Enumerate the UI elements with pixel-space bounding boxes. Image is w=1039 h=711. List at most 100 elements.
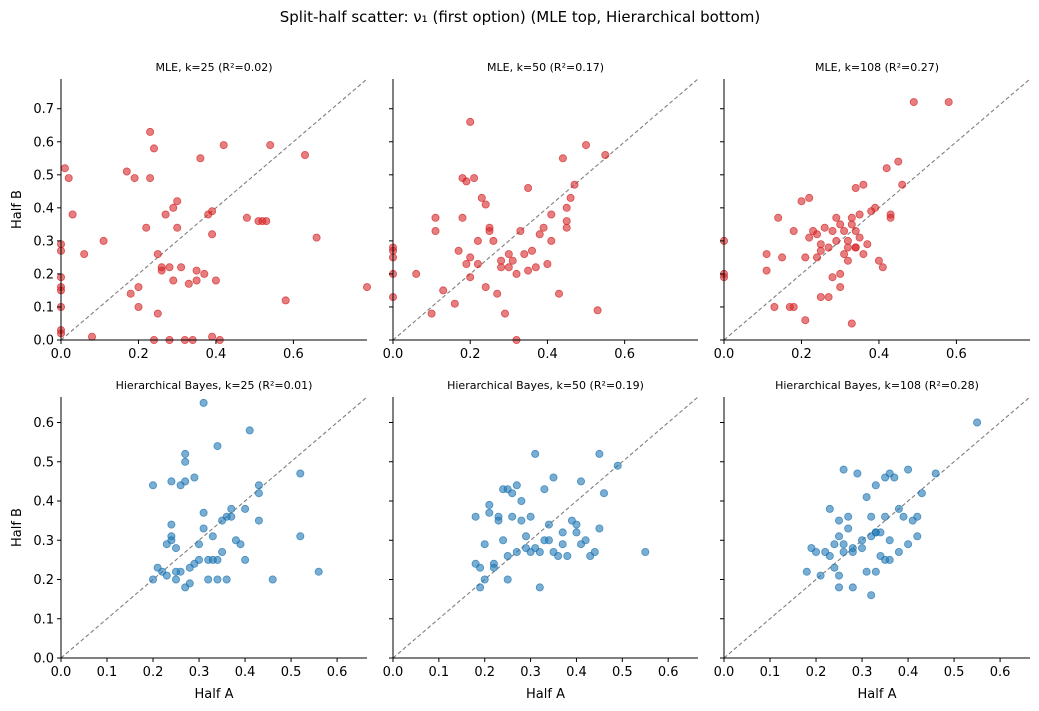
- panel-3-point: [847, 220, 856, 229]
- panel-6-point: [835, 516, 844, 525]
- panel-3-point: [874, 256, 883, 265]
- panel-5-point: [476, 583, 485, 592]
- panel-1-point: [126, 289, 135, 298]
- panel-6: 0.0 0.1 0.2 0.3 0.4 0.5 0.6 Hierarchical Bayes,…: [714, 379, 1031, 702]
- panel-3: 0.0 0.2 0.4 0.6 MLE, k=108 (R²=0.27): [714, 61, 1031, 362]
- panel-5-x-tick-label: 0.0: [383, 665, 404, 680]
- panel-4-point: [241, 504, 250, 513]
- panel-2-point: [473, 259, 482, 268]
- panel-2-x-tick-label: 0.0: [383, 347, 404, 362]
- panel-5-point: [572, 520, 581, 529]
- panel-5-point: [485, 508, 494, 517]
- panel-4-x-tick-label: 0.5: [281, 665, 302, 680]
- panel-3-point: [847, 213, 856, 222]
- panel-4-point: [227, 512, 236, 521]
- panel-3-point: [778, 253, 787, 262]
- panel-6-point: [894, 548, 903, 557]
- panel-2-point: [458, 213, 467, 222]
- panel-4-point: [213, 442, 222, 451]
- panels-container: 0.0 0.2 0.4 0.6 0.0 0.1 0.2 0.3 0.4 0.5 0.6 0.7 MLE,…: [10, 61, 1031, 702]
- panel-5-point: [508, 489, 517, 498]
- panel-6-point: [890, 473, 899, 482]
- panel-6-point: [812, 548, 821, 557]
- panel-1-point: [130, 174, 139, 183]
- panel-5-point: [499, 536, 508, 545]
- panel-5-xlabel: Half A: [526, 687, 565, 702]
- panel-3-point: [770, 302, 779, 311]
- panel-4-point: [245, 426, 254, 435]
- panel-6-point: [844, 524, 853, 533]
- panel-1-point: [153, 309, 162, 318]
- panel-5-point: [485, 500, 494, 509]
- panel-3-point: [816, 240, 825, 249]
- panel-3-point: [789, 302, 798, 311]
- panel-2-point: [531, 263, 540, 272]
- panel-6-point: [839, 465, 848, 474]
- panel-5-point: [572, 528, 581, 537]
- panel-3-title: MLE, k=108 (R²=0.27): [815, 61, 939, 74]
- panel-4-point: [167, 520, 176, 529]
- panel-3-point: [836, 220, 845, 229]
- panel-6-x-tick-label: 0.0: [714, 665, 735, 680]
- panel-6-point: [802, 567, 811, 576]
- panel-4-point: [171, 575, 180, 584]
- panel-3-point: [813, 230, 822, 239]
- panel-1-point: [80, 250, 89, 259]
- panel-2-points: [388, 117, 610, 344]
- panel-3-point: [843, 236, 852, 245]
- panel-4-point: [199, 524, 208, 533]
- panel-3-point: [843, 256, 852, 265]
- panel-3-point: [863, 240, 872, 249]
- panel-2-point: [473, 236, 482, 245]
- panel-2-diagonal-line: [392, 78, 699, 341]
- panel-6-point: [858, 536, 867, 545]
- panel-5-x-tick-label: 0.1: [429, 665, 450, 680]
- panel-5-point: [544, 520, 553, 529]
- panel-2-point: [562, 203, 571, 212]
- panel-3-point: [847, 319, 856, 328]
- panel-5-point: [480, 575, 489, 584]
- panel-3-point: [816, 246, 825, 255]
- panel-2-point: [520, 250, 529, 259]
- panel-2-point: [528, 246, 537, 255]
- panel-5-points: [471, 449, 650, 592]
- panel-6-point: [885, 555, 894, 564]
- panel-2-point: [427, 309, 436, 318]
- panel-6-point: [867, 512, 876, 521]
- panel-5-point: [595, 449, 604, 458]
- panel-1-point: [161, 210, 170, 219]
- panel-3-point: [828, 273, 837, 282]
- panel-5-point: [489, 559, 498, 568]
- panel-5-point: [494, 516, 503, 525]
- panel-5: 0.0 0.1 0.2 0.3 0.4 0.5 0.6 Hierarchical Bayes,…: [383, 379, 699, 702]
- panel-4-ylabel: Half B: [10, 508, 25, 547]
- panel-4-point: [222, 575, 231, 584]
- panel-1-point: [169, 276, 178, 285]
- panel-3-point: [828, 226, 837, 235]
- panel-2-point: [558, 154, 567, 163]
- panel-4-point: [176, 567, 185, 576]
- panel-6-point: [816, 571, 825, 580]
- panel-6-point: [871, 481, 880, 490]
- panel-4-y-tick-label: 0.3: [33, 534, 54, 549]
- panel-3-point: [832, 236, 841, 245]
- panel-5-x-tick-label: 0.5: [612, 665, 633, 680]
- panel-2-x-tick-label: 0.4: [537, 347, 558, 362]
- panel-1-point: [211, 276, 220, 285]
- panel-5-x-tick-label: 0.6: [658, 665, 679, 680]
- panel-5-title: Hierarchical Bayes, k=50 (R²=0.19): [447, 379, 644, 392]
- panel-2-point: [500, 309, 509, 318]
- panel-6-x-tick-label: 0.6: [990, 665, 1011, 680]
- panel-6-point: [825, 552, 834, 561]
- panel-2-point: [497, 263, 506, 272]
- panel-6-x-tick-label: 0.5: [944, 665, 965, 680]
- panel-4-point: [167, 536, 176, 545]
- panel-5-point: [480, 540, 489, 549]
- panel-6-x-tick-label: 0.2: [806, 665, 827, 680]
- panel-5-point: [563, 552, 572, 561]
- panel-1-point: [88, 332, 97, 341]
- panel-2-point: [601, 150, 610, 159]
- panel-4-point: [208, 532, 217, 541]
- panel-3-point: [801, 316, 810, 325]
- panel-4-point: [162, 571, 171, 580]
